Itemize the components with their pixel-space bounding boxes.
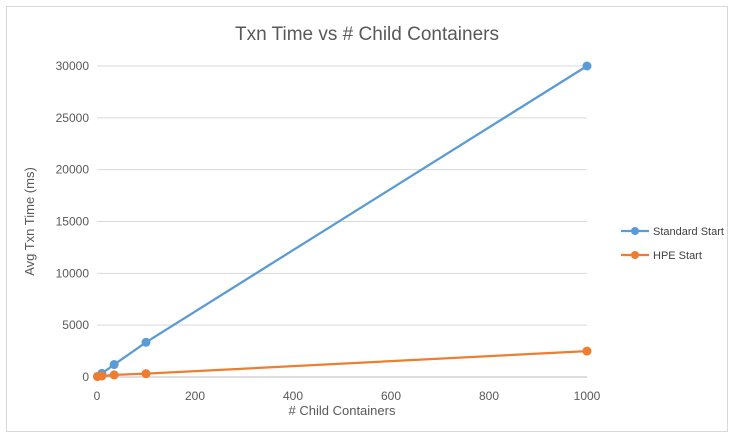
legend: Standard Start HPE Start	[621, 226, 724, 262]
data-point-hpe-start	[109, 370, 119, 380]
x-tick-label: 1000	[574, 389, 601, 403]
data-point-hpe-start	[141, 369, 151, 379]
legend-label: HPE Start	[653, 250, 702, 262]
data-point-hpe-start	[97, 371, 107, 381]
x-tick-label: 0	[94, 389, 101, 403]
y-axis-title: Avg Txn Time (ms)	[22, 167, 37, 276]
x-tick-label: 200	[185, 389, 205, 403]
y-tick-label: 20000	[56, 163, 90, 177]
gridlines	[97, 65, 587, 326]
y-tick-label: 0	[82, 370, 89, 384]
legend-marker	[631, 251, 639, 259]
chart-title: Txn Time vs # Child Containers	[235, 24, 499, 45]
legend-label: Standard Start	[653, 226, 724, 238]
data-point-standard-start	[141, 337, 151, 347]
x-tick-label: 400	[283, 389, 303, 403]
y-tick-label: 30000	[56, 59, 90, 73]
y-tick-label: 15000	[56, 215, 90, 229]
y-tick-label: 25000	[56, 111, 90, 125]
series-line-hpe-start	[97, 349, 588, 378]
y-axis-ticks: 0 5000 10000 15000 20000 25000 30000	[56, 59, 90, 384]
legend-marker	[631, 227, 639, 235]
legend-item-hpe-start: HPE Start	[621, 250, 702, 262]
line-chart: Txn Time vs # Child Containers 0 5000 1000…	[22, 24, 724, 418]
x-tick-label: 800	[479, 389, 499, 403]
data-point-standard-start	[582, 61, 592, 71]
x-tick-label: 600	[381, 389, 401, 403]
data-point-hpe-start	[582, 346, 592, 356]
x-axis-title: # Child Containers	[289, 403, 396, 418]
y-tick-label: 10000	[56, 266, 90, 280]
data-point-standard-start	[109, 360, 119, 370]
y-tick-label: 5000	[62, 318, 89, 332]
chart-area: Txn Time vs # Child Containers 0 5000 1000…	[6, 6, 728, 432]
legend-item-standard-start: Standard Start	[621, 226, 724, 238]
x-axis-ticks: 0 200 400 600 800 1000	[94, 389, 601, 403]
series-points	[92, 61, 592, 381]
